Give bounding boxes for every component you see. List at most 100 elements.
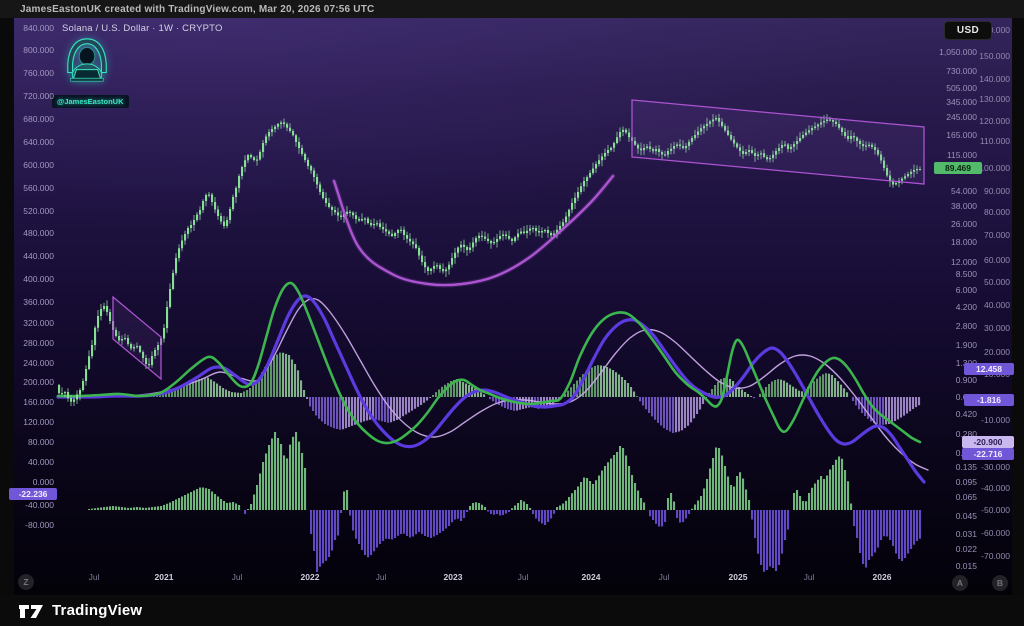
watermark-handle: @JamesEastonUK — [52, 95, 129, 108]
right-log-axis-tick: 38.000 — [951, 201, 977, 211]
left-axis-tick: 480.000 — [23, 228, 54, 238]
left-axis-tick: 200.000 — [23, 377, 54, 387]
left-axis-tick: 120.000 — [23, 417, 54, 427]
time-axis-label: Jul — [517, 572, 529, 582]
time-axis-label: 2022 — [300, 572, 320, 582]
oscillator-value-label-2: -1.816 — [964, 394, 1014, 406]
right-log-axis-tick: 26.000 — [951, 219, 977, 229]
left-indicator-value-label: -22.236 — [9, 488, 57, 500]
right-log-axis-tick: 1.900 — [955, 340, 977, 350]
right-log-axis-tick: 0.045 — [955, 511, 977, 521]
right-log-axis-tick: 505.000 — [946, 83, 977, 93]
left-axis-tick: 640.000 — [23, 137, 54, 147]
left-axis-tick: -40.000 — [25, 500, 54, 510]
right-log-axis-tick: 54.000 — [951, 186, 977, 196]
currency-usd-button[interactable]: USD — [944, 21, 992, 40]
time-axis-label: Jul — [375, 572, 387, 582]
left-axis-tick: 0.000 — [32, 477, 54, 487]
right-linear-axis-tick: 140.000 — [979, 74, 1010, 84]
left-axis-tick: 520.000 — [23, 206, 54, 216]
left-axis-tick: 440.000 — [23, 251, 54, 261]
oscillator-value-label-4: -22.716 — [962, 448, 1014, 460]
left-axis-tick: 240.000 — [23, 358, 54, 368]
right-log-axis-tick: 345.000 — [946, 97, 977, 107]
left-axis-tick: 400.000 — [23, 274, 54, 284]
symbol-title: Solana / U.S. Dollar · 1W · CRYPTO — [62, 23, 223, 34]
watermark: @JamesEastonUK — [52, 36, 129, 109]
right-linear-axis-tick: 40.000 — [984, 300, 1010, 310]
time-axis-label: Jul — [231, 572, 243, 582]
right-log-axis-tick: 0.420 — [955, 409, 977, 419]
attribution-text: JamesEastonUK created with TradingView.c… — [20, 3, 375, 15]
right-log-axis-tick: 0.065 — [955, 492, 977, 502]
right-log-axis-tick: 245.000 — [946, 112, 977, 122]
right-linear-axis-tick: 60.000 — [984, 255, 1010, 265]
oscillator-value-label-3: -20.900 — [962, 436, 1014, 448]
attribution-bar: JamesEastonUK created with TradingView.c… — [0, 0, 1024, 18]
right-linear-axis-tick: -10.000 — [981, 415, 1010, 425]
left-axis-tick: 360.000 — [23, 297, 54, 307]
footer-bar: TradingView — [0, 595, 1024, 626]
right-log-axis-tick: 0.900 — [955, 375, 977, 385]
last-price-label: 89.469 — [934, 162, 982, 174]
right-linear-axis-tick: -60.000 — [981, 528, 1010, 538]
oscillator-value-label-1: 12.458 — [964, 363, 1014, 375]
right-log-axis-tick: 0.022 — [955, 544, 977, 554]
right-log-axis-tick: 165.000 — [946, 130, 977, 140]
right-log-axis-tick: 0.135 — [955, 462, 977, 472]
right-log-axis-tick: 115.000 — [946, 150, 977, 160]
time-axis-label: 2021 — [154, 572, 174, 582]
time-axis-label: 2023 — [443, 572, 463, 582]
timezone-button[interactable]: Z — [18, 574, 34, 590]
right-linear-axis-tick: 160.000 — [979, 25, 1010, 35]
left-axis-tick: 40.000 — [28, 457, 54, 467]
left-axis-tick: 760.000 — [23, 68, 54, 78]
right-log-axis-tick: 6.000 — [955, 285, 977, 295]
right-log-axis-tick: 4.200 — [955, 302, 977, 312]
right-log-axis-tick: 2.800 — [955, 321, 977, 331]
price-scale-b-button[interactable]: B — [992, 575, 1008, 591]
left-axis-tick: 280.000 — [23, 338, 54, 348]
left-axis-tick: 800.000 — [23, 45, 54, 55]
time-axis-label: Jul — [88, 572, 100, 582]
left-axis-tick: 160.000 — [23, 397, 54, 407]
right-linear-axis-tick: 100.000 — [979, 163, 1010, 173]
right-log-axis-tick: 0.015 — [955, 561, 977, 571]
left-axis-tick: 840.000 — [23, 23, 54, 33]
right-linear-axis-tick: 90.000 — [984, 186, 1010, 196]
time-axis-label: 2024 — [581, 572, 601, 582]
time-axis-label: Jul — [658, 572, 670, 582]
right-log-axis-tick: 18.000 — [951, 237, 977, 247]
right-linear-axis-tick: 130.000 — [979, 94, 1010, 104]
time-axis-label: 2025 — [728, 572, 748, 582]
right-linear-axis-tick: 70.000 — [984, 230, 1010, 240]
right-linear-axis-tick: -50.000 — [981, 505, 1010, 515]
left-axis-tick: 600.000 — [23, 160, 54, 170]
tradingview-logo-icon[interactable] — [18, 601, 44, 621]
right-linear-axis-tick: 150.000 — [979, 51, 1010, 61]
right-linear-axis-tick: -70.000 — [981, 551, 1010, 561]
price-scale-a-button[interactable]: A — [952, 575, 968, 591]
right-linear-axis-tick: -30.000 — [981, 462, 1010, 472]
right-linear-axis-tick: 80.000 — [984, 207, 1010, 217]
left-axis-tick: 320.000 — [23, 318, 54, 328]
left-axis-tick: 720.000 — [23, 91, 54, 101]
left-axis-tick: 80.000 — [28, 437, 54, 447]
time-axis-label: 2026 — [872, 572, 892, 582]
right-linear-axis-tick: 30.000 — [984, 323, 1010, 333]
right-linear-axis-tick: -40.000 — [981, 483, 1010, 493]
hooded-hacker-icon — [67, 38, 107, 82]
right-log-axis-tick: 12.000 — [951, 257, 977, 267]
time-axis-label: Jul — [803, 572, 815, 582]
right-linear-axis-tick: 50.000 — [984, 277, 1010, 287]
tradingview-brand-text[interactable]: TradingView — [52, 602, 143, 619]
right-linear-axis-tick: 120.000 — [979, 116, 1010, 126]
right-log-axis-tick: 0.095 — [955, 477, 977, 487]
right-linear-axis-tick: 110.000 — [979, 136, 1010, 146]
right-log-axis-tick: 8.500 — [955, 269, 977, 279]
left-axis-tick: -80.000 — [25, 520, 54, 530]
right-linear-axis-tick: 20.000 — [984, 347, 1010, 357]
right-log-axis-tick: 0.280 — [955, 429, 977, 439]
